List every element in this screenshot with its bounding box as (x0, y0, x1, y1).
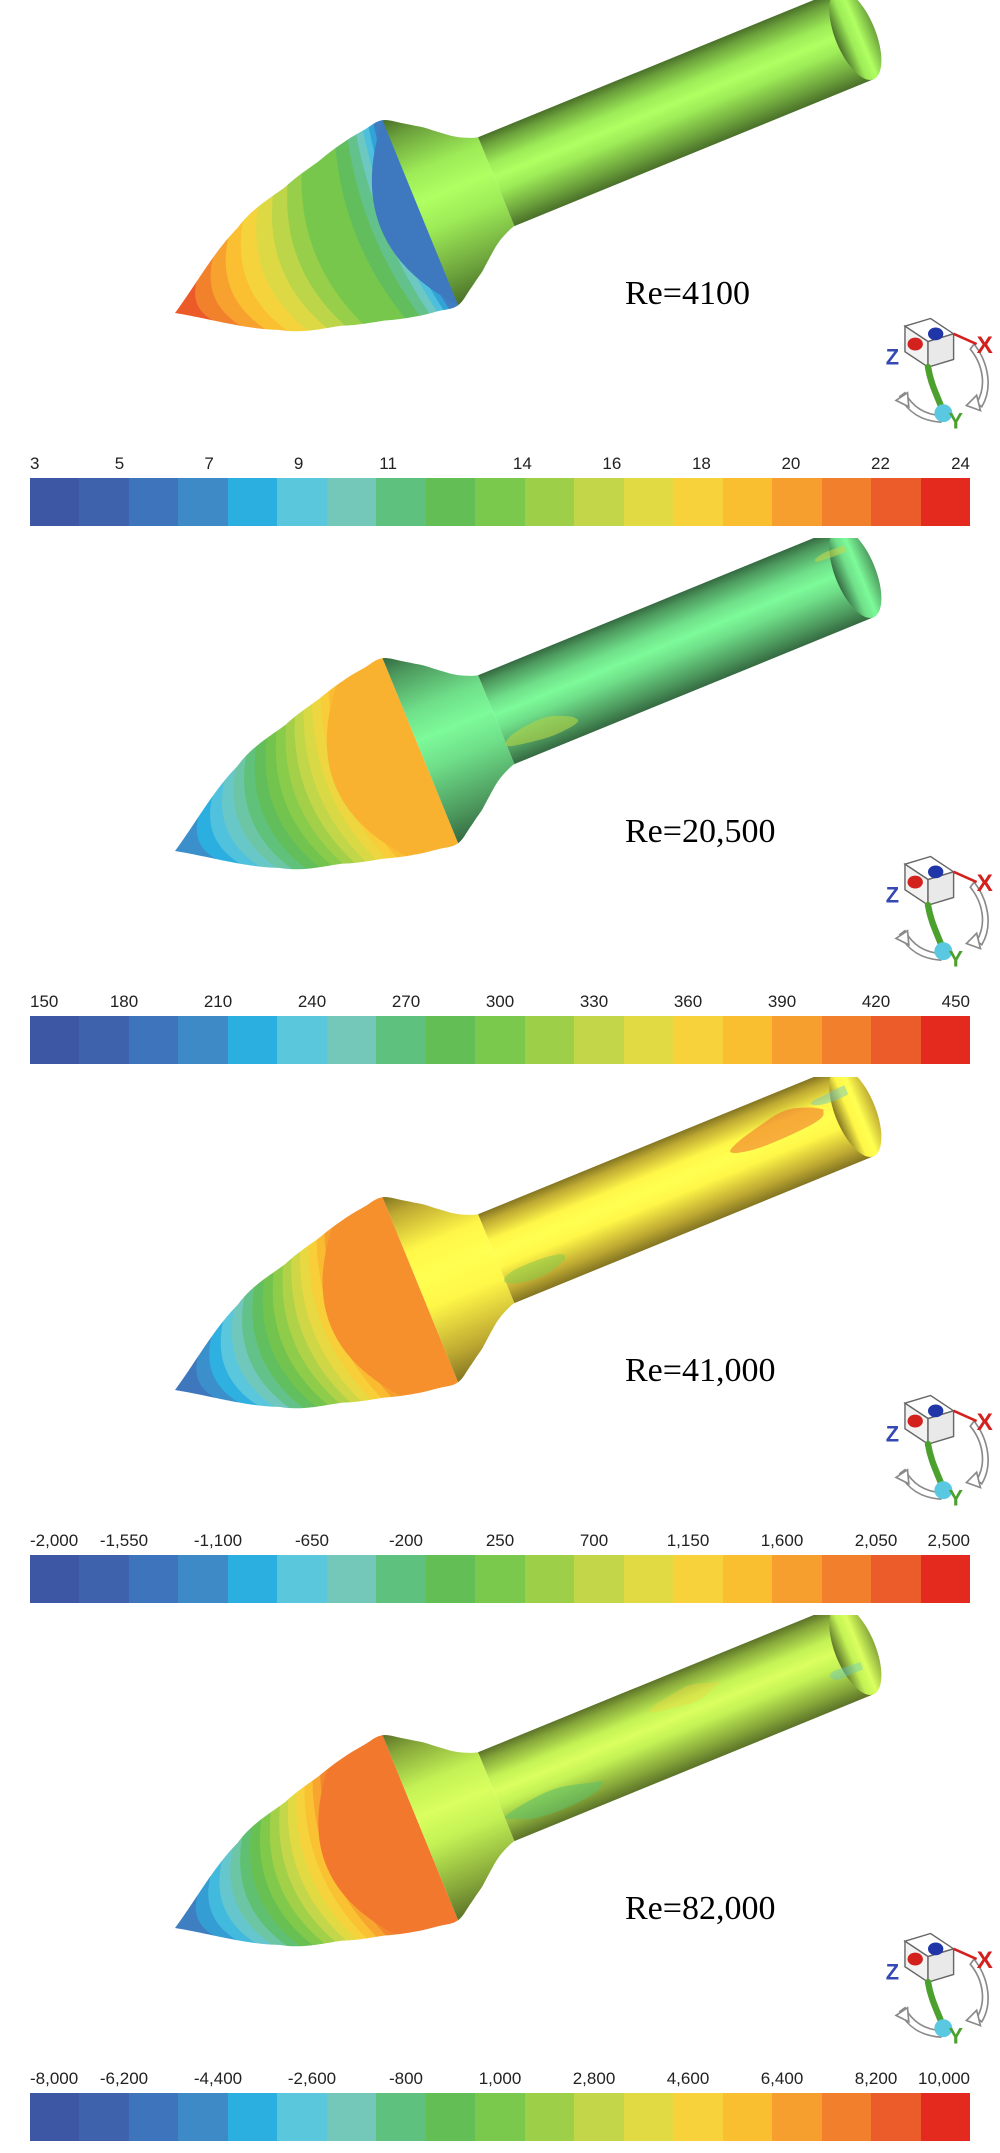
svg-text:X: X (977, 332, 993, 359)
svg-text:Y: Y (948, 947, 963, 968)
svg-text:X: X (977, 1409, 993, 1436)
svg-text:Y: Y (948, 2023, 963, 2044)
svg-text:Z: Z (886, 883, 899, 908)
svg-text:Z: Z (886, 345, 899, 370)
svg-text:X: X (977, 870, 993, 897)
svg-text:X: X (977, 1947, 993, 1974)
svg-text:Z: Z (886, 1421, 899, 1446)
svg-text:Y: Y (948, 1485, 963, 1506)
svg-text:Z: Z (886, 1959, 899, 1984)
svg-text:Y: Y (948, 409, 963, 430)
